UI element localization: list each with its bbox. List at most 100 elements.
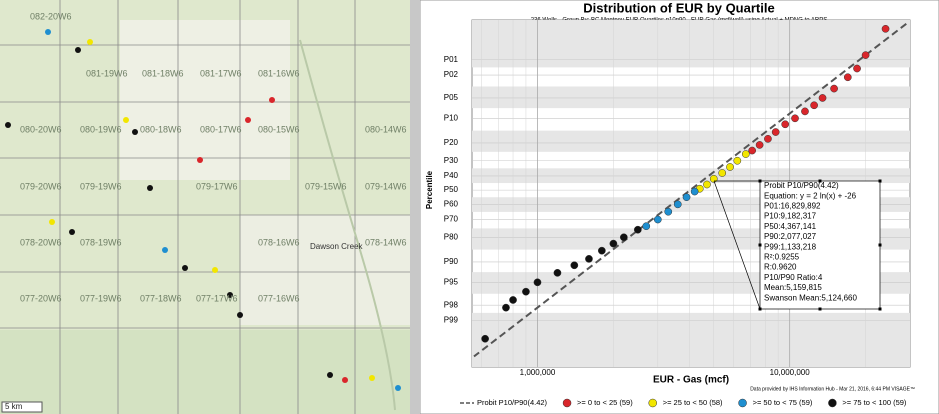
- band: [472, 130, 910, 152]
- annotation-line: Equation: y = 2 ln(x) + -26: [764, 191, 857, 200]
- data-point: [764, 134, 772, 143]
- band: [472, 312, 910, 367]
- annotation-line: P50:4,367,141: [764, 222, 817, 231]
- annotation-line: P10:9,182,317: [764, 212, 817, 221]
- annotation-handle: [758, 307, 762, 311]
- annotation-handle: [758, 243, 762, 247]
- map-label: 079-20W6: [20, 181, 62, 191]
- annotation-line: P99:1,133,218: [764, 242, 817, 251]
- data-point: [861, 51, 870, 59]
- map-label: 079-19W6: [80, 181, 122, 191]
- well-markers: [5, 29, 401, 391]
- map-label: 077-19W6: [80, 293, 122, 303]
- city-label: Dawson Creek: [310, 242, 363, 251]
- township-grid: [0, 0, 410, 414]
- legend-swatch: [648, 398, 657, 408]
- y-tick-label: P10: [444, 113, 459, 122]
- data-point: [771, 128, 780, 136]
- y-tick-label: P60: [444, 199, 459, 208]
- y-tick-label: P90: [444, 257, 459, 266]
- map-label: 079-15W6: [305, 181, 347, 191]
- map-label: 078-19W6: [80, 237, 122, 247]
- map-label: 078-16W6: [258, 237, 300, 247]
- data-point: [810, 101, 818, 110]
- data-point: [781, 120, 790, 129]
- annotation-line: P10/P90 Ratio:4: [764, 273, 823, 282]
- map-label: 080-17W6: [200, 124, 242, 134]
- annotation-line: R²:0.9255: [764, 253, 800, 262]
- map-label: 078-20W6: [20, 237, 62, 247]
- chart-title: Distribution of EUR by Quartile: [583, 0, 774, 15]
- data-point: [598, 246, 606, 255]
- x-tick-label: 10,000,000: [770, 368, 811, 377]
- y-tick-label: P99: [444, 316, 459, 325]
- footer: Data provided by IHS Information Hub - M…: [750, 386, 915, 392]
- data-point: [664, 207, 673, 216]
- legend-swatch: [828, 398, 837, 408]
- map-label: 080-18W6: [140, 124, 182, 134]
- map-label: 080-20W6: [20, 124, 62, 134]
- annotation-handle: [818, 307, 822, 311]
- data-point: [509, 296, 517, 304]
- y-tick-label: P70: [444, 215, 459, 224]
- data-point: [533, 278, 542, 287]
- road: [299, 39, 396, 411]
- scale-label: 5 km: [5, 402, 23, 411]
- annotation-handle: [818, 179, 822, 183]
- data-point: [585, 255, 593, 263]
- data-point: [818, 94, 827, 102]
- legend: Probit P10/P90(4.42) >= 0 to < 25 (59) >= …: [460, 398, 907, 408]
- y-tick-label: P20: [444, 138, 459, 147]
- data-point: [726, 163, 734, 171]
- x-tick-label: 1,000,000: [520, 368, 556, 377]
- annotation-line: P90:2,077,027: [764, 232, 817, 241]
- data-point: [853, 64, 861, 73]
- map-label: 077-20W6: [20, 293, 62, 303]
- y-tick-label: P50: [444, 185, 459, 194]
- annotation-line: Swanson Mean:5,124,660: [764, 293, 858, 302]
- data-point: [481, 334, 489, 343]
- y-tick-label: P02: [444, 70, 459, 79]
- map-label: 078-14W6: [365, 237, 407, 247]
- annotation-handle: [878, 179, 882, 183]
- annotation-box: [759, 180, 881, 310]
- annotation-handle: [758, 179, 762, 183]
- data-point: [653, 215, 662, 224]
- legend-swatch: [562, 398, 572, 408]
- map-label: 080-15W6: [258, 124, 300, 134]
- data-point: [619, 233, 628, 242]
- map-label: 079-17W6: [196, 181, 238, 191]
- band: [472, 86, 910, 109]
- data-point: [703, 180, 711, 189]
- map-label: 081-17W6: [200, 68, 242, 78]
- map-label: 081-18W6: [142, 68, 184, 78]
- y-tick-label: P80: [444, 232, 459, 241]
- legend-swatch: [738, 398, 747, 408]
- chart: Distribution of EUR by Quartile 236 Well…: [420, 0, 939, 414]
- annotation-handle: [878, 307, 882, 311]
- map-label: 081-19W6: [86, 68, 128, 78]
- map: 082-20W6 081-19W6 081-18W6 081-17W6 081-…: [0, 0, 410, 414]
- annotation-leader: [713, 180, 761, 310]
- data-point: [843, 73, 852, 82]
- legend-label: >= 25 to < 50 (58): [663, 398, 723, 407]
- map-label: 079-14W6: [365, 181, 407, 191]
- data-point: [690, 187, 699, 196]
- y-tick-label: P95: [444, 277, 459, 286]
- data-point: [673, 200, 682, 209]
- y-tick-label: P98: [444, 300, 459, 309]
- data-point: [741, 150, 750, 158]
- splitter[interactable]: [410, 0, 420, 414]
- map-label: 077-18W6: [140, 293, 182, 303]
- data-point: [642, 222, 651, 231]
- data-point: [830, 84, 838, 93]
- map-label: 080-14W6: [365, 124, 407, 134]
- data-point: [502, 303, 510, 312]
- data-point: [718, 169, 727, 177]
- map-label: 077-17W6: [196, 293, 238, 303]
- annotation-line: P01:16,829,892: [764, 202, 821, 211]
- data-point: [709, 174, 718, 183]
- data-point: [553, 268, 562, 277]
- data-point: [881, 24, 890, 33]
